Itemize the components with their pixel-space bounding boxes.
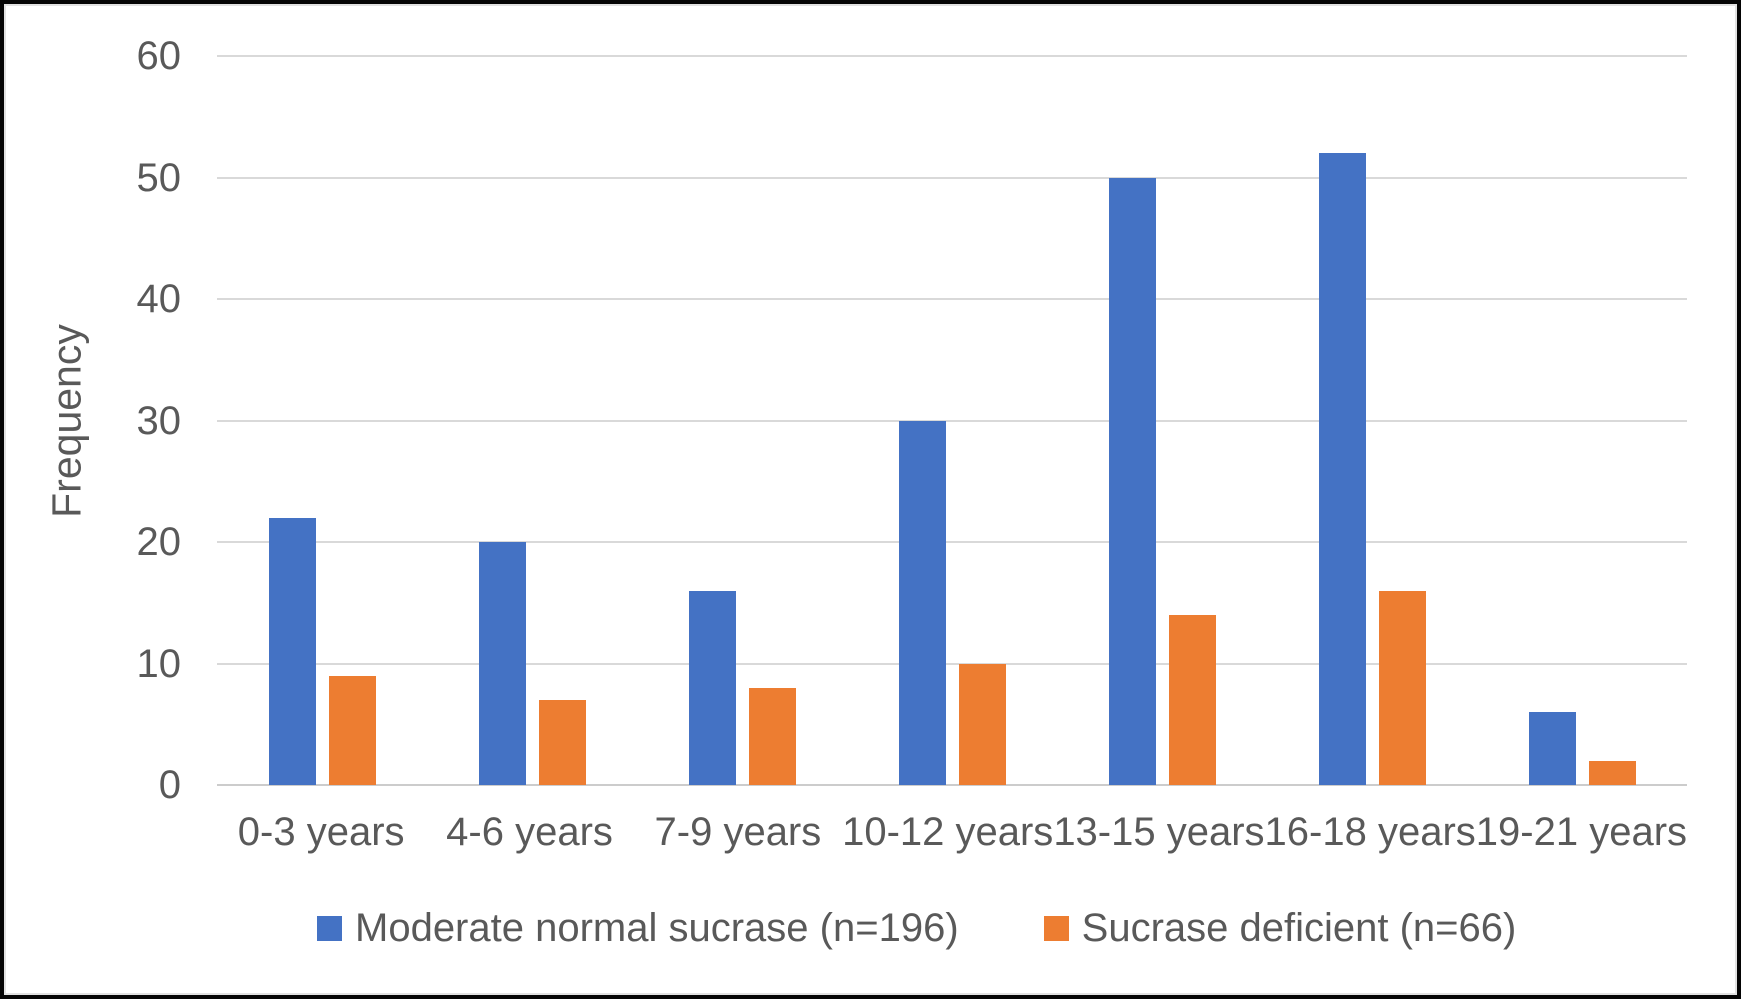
bar	[958, 663, 1006, 785]
legend-label: Moderate normal sucrase (n=196)	[355, 906, 959, 950]
legend-item: Moderate normal sucrase (n=196)	[317, 906, 959, 951]
x-tick-label: 10-12 years	[842, 810, 1054, 854]
x-tick-label: 0-3 years	[237, 810, 405, 854]
bar	[1108, 177, 1156, 785]
x-tick-label: 19-21 years	[1475, 810, 1688, 854]
gridline	[217, 662, 1687, 665]
y-tick-label: 30	[136, 398, 182, 443]
x-axis-labels: 0-3 years 4-6 years 7-9 years 10-12 years 13…	[217, 810, 1687, 855]
legend-marker-icon	[317, 916, 342, 941]
y-tick-label: 20	[136, 520, 182, 564]
bar-group	[217, 56, 427, 785]
gridline	[217, 784, 1687, 786]
y-axis-ticks: 0 10 20 30 40 50 60	[4, 36, 182, 805]
gridline	[217, 541, 1687, 544]
y-tick-label: 10	[136, 641, 182, 686]
bar	[1318, 153, 1366, 785]
bar	[478, 542, 526, 785]
bar	[688, 590, 736, 785]
y-tick-label: 0	[158, 763, 181, 807]
legend-item: Sucrase deficient (n=66)	[1043, 906, 1517, 951]
bar	[748, 687, 796, 785]
bar-group	[1267, 56, 1477, 785]
x-tick-label: 13-15 years	[1053, 810, 1265, 854]
legend-marker-icon	[1043, 916, 1069, 941]
gridline	[217, 419, 1687, 422]
y-tick-label: 50	[136, 155, 182, 200]
bar-group	[1477, 56, 1687, 785]
bar	[1168, 614, 1216, 785]
x-tick-label: 16-18 years	[1264, 810, 1476, 854]
y-tick-label: 40	[136, 277, 182, 321]
x-tick-label: 7-9 years	[654, 810, 822, 854]
bar	[1588, 760, 1636, 785]
legend-label: Sucrase deficient (n=66)	[1081, 906, 1517, 950]
bar-group	[637, 56, 847, 785]
bar	[268, 517, 316, 785]
bar-groups	[217, 56, 1687, 785]
legend: Moderate normal sucrase (n=196) Sucrase d…	[317, 906, 1516, 951]
plot-area	[217, 55, 1687, 786]
x-tick-label: 4-6 years	[446, 810, 613, 854]
bar	[1378, 590, 1426, 785]
bar	[538, 699, 586, 785]
bar-group	[1057, 56, 1267, 785]
gridline	[217, 176, 1687, 179]
gridline	[217, 55, 1687, 57]
bar	[1528, 712, 1576, 785]
gridline	[217, 298, 1687, 301]
bar-group	[847, 56, 1057, 785]
bar	[328, 675, 376, 785]
y-tick-label: 60	[136, 34, 182, 78]
bar-group	[427, 56, 637, 785]
bar	[898, 420, 946, 785]
